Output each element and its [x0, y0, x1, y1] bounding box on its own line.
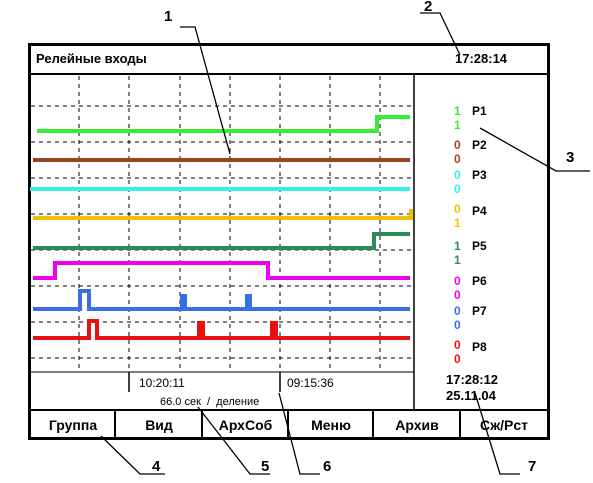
channel-p7-bottom-value: 0: [454, 318, 461, 332]
callout-2: 2: [424, 0, 433, 15]
current-time: 17:28:12: [446, 372, 499, 387]
channel-p6-name: P6: [472, 274, 487, 288]
screen-title: Релейные входы: [36, 51, 147, 66]
channel-p6-bottom-value: 0: [454, 288, 461, 302]
channel-p4-name: P4: [472, 204, 487, 218]
callout-1: 1: [164, 8, 173, 25]
channel-p3-bottom-value: 0: [454, 182, 461, 196]
view-button[interactable]: Вид: [145, 416, 173, 433]
trace-p6: [33, 261, 410, 280]
channel-p8-name: P8: [472, 340, 487, 354]
callout-5: 5: [261, 458, 270, 475]
channel-p3-name: P3: [472, 168, 487, 182]
trace-p8: [33, 319, 410, 340]
channel-p4-bottom-value: 1: [454, 216, 461, 230]
trace-p4: [33, 209, 413, 220]
archive-button[interactable]: Архив: [395, 416, 439, 433]
compress-reset-button[interactable]: Сж/Рст: [479, 416, 529, 433]
callout-leaders: [100, 12, 590, 475]
channel-p2-top-value: 0: [454, 138, 461, 152]
plot-grid: [31, 76, 412, 370]
current-date: 25.11.04: [446, 388, 496, 403]
time-scale-label: 66.0 сек / деление: [160, 396, 260, 408]
display-frame: [28, 43, 550, 440]
channel-p3-top-value: 0: [454, 168, 461, 182]
channel-p8-bottom-value: 0: [454, 352, 461, 366]
channel-p8-top-value: 0: [454, 338, 461, 352]
channel-p5-name: P5: [472, 239, 487, 253]
header-clock: 17:28:14: [455, 51, 508, 66]
channel-p1-name: P1: [472, 104, 487, 118]
callout-7: 7: [528, 458, 537, 475]
time-label-right: 09:15:36: [287, 376, 334, 390]
channel-p6-top-value: 0: [454, 274, 461, 288]
callout-6: 6: [323, 458, 332, 475]
menu-button[interactable]: Меню: [311, 416, 351, 433]
event-archive-button[interactable]: АрхСоб: [218, 416, 273, 433]
channel-p2-bottom-value: 0: [454, 152, 461, 166]
time-label-left: 10:20:11: [139, 376, 185, 390]
group-button[interactable]: Группа: [48, 416, 98, 433]
channel-p2-name: P2: [472, 138, 487, 152]
trace-p5: [33, 232, 410, 250]
channel-p7-top-value: 0: [454, 304, 461, 318]
callout-3: 3: [566, 149, 575, 166]
callout-4: 4: [152, 458, 161, 475]
channel-p5-top-value: 1: [454, 239, 461, 253]
channel-p5-bottom-value: 1: [454, 253, 461, 267]
channel-p1-bottom-value: 1: [454, 118, 461, 132]
channel-p4-top-value: 0: [454, 202, 461, 216]
channel-p7-name: P7: [472, 304, 487, 318]
trace-p1: [37, 115, 410, 133]
channel-p1-top-value: 1: [454, 104, 461, 118]
trace-p7: [33, 289, 410, 311]
button-separators: [114, 410, 461, 438]
